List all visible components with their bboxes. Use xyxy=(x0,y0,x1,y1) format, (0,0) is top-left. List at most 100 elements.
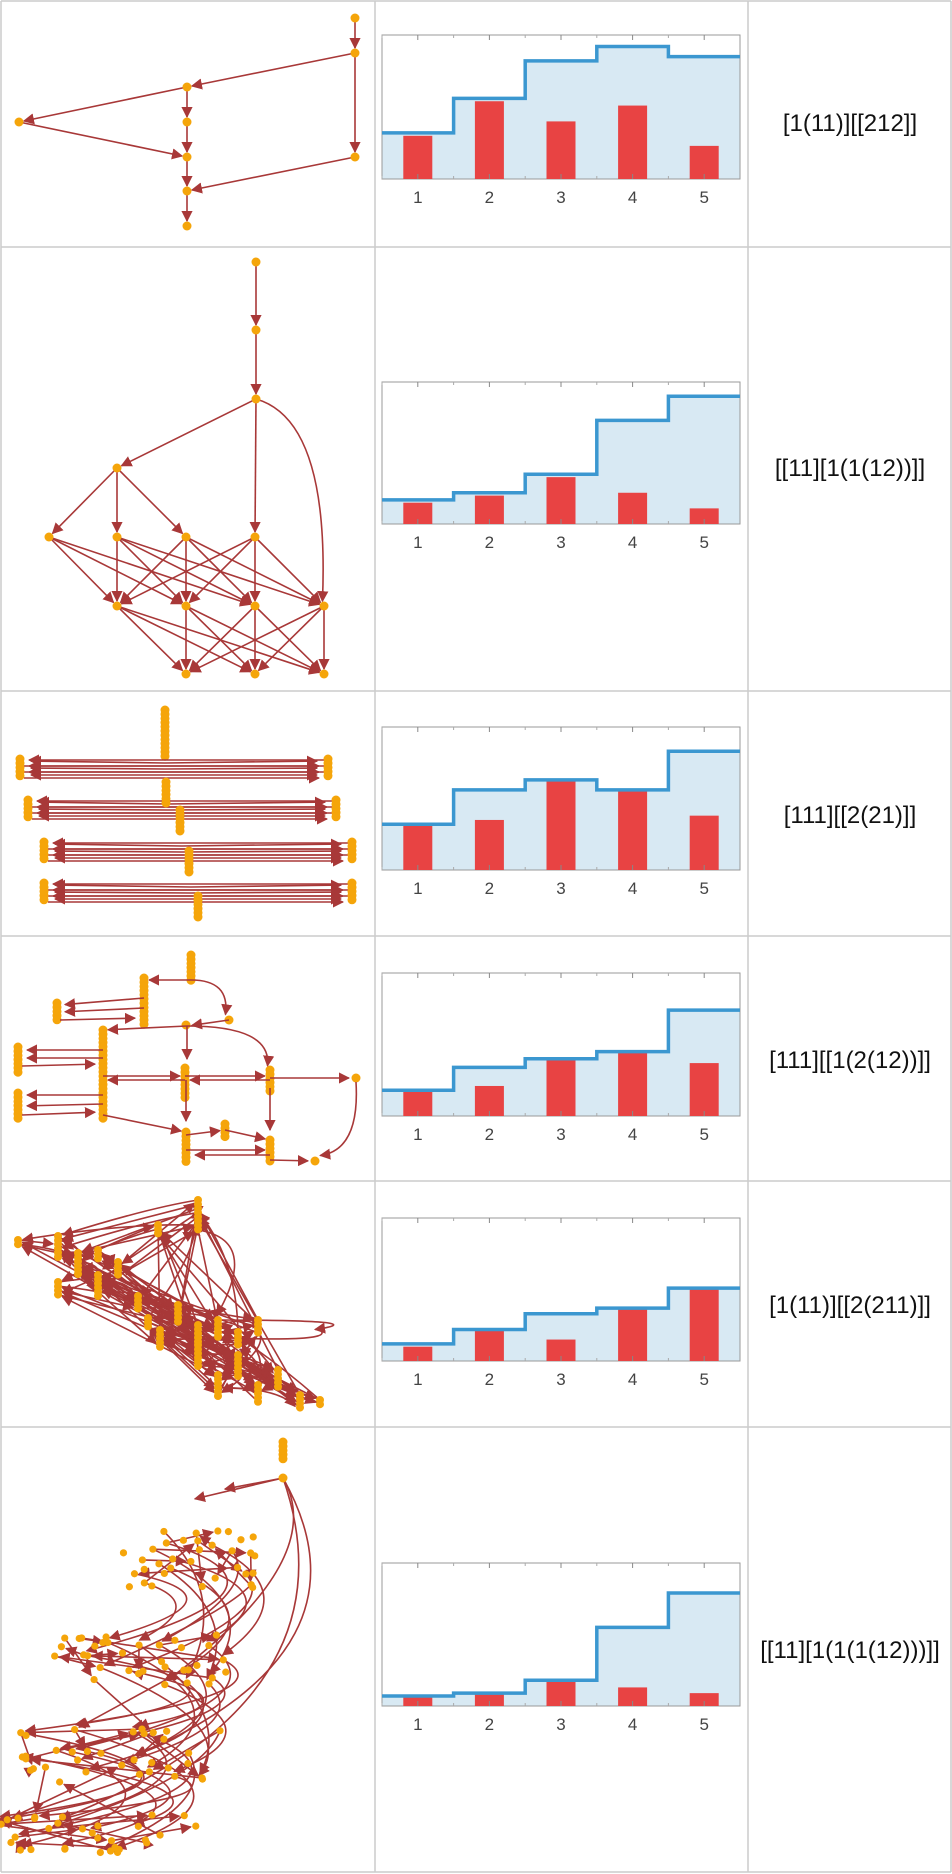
graph-edge xyxy=(57,1285,175,1322)
graph-node xyxy=(78,1634,86,1642)
graph-node xyxy=(61,1634,69,1642)
cumulative-area xyxy=(382,1288,740,1361)
graph-node xyxy=(82,1768,90,1776)
graph-node xyxy=(183,1679,191,1687)
graph-node xyxy=(254,1397,262,1406)
bar-2 xyxy=(474,819,504,870)
graph-edge xyxy=(137,1306,214,1321)
graph-node xyxy=(181,669,191,679)
bar-1 xyxy=(403,502,433,524)
bar-4 xyxy=(618,492,648,524)
graph-node xyxy=(11,1833,19,1841)
causal-graph-3 xyxy=(15,705,357,922)
graph-edge xyxy=(164,755,319,767)
graph-node xyxy=(125,1583,133,1591)
chart-6: 1 2 3 4 5 xyxy=(381,1562,741,1734)
graph-node xyxy=(254,1328,262,1337)
graph-node xyxy=(141,1836,150,1844)
graph-node xyxy=(185,1749,193,1757)
tick-label-2: 2 xyxy=(485,879,494,898)
cumulative-area xyxy=(382,396,740,524)
graph-edge xyxy=(167,803,327,815)
graph-edge xyxy=(97,1278,142,1303)
bar-4 xyxy=(618,1308,648,1361)
bar-5 xyxy=(689,1693,719,1706)
graph-node xyxy=(179,1536,188,1544)
graph-edge xyxy=(87,1648,119,1660)
graph-node xyxy=(88,1829,96,1837)
graph-node xyxy=(118,1761,126,1769)
tick-label-4: 4 xyxy=(628,1125,637,1144)
bar-4 xyxy=(618,1051,648,1116)
chart-3: 1 2 3 4 5 xyxy=(381,726,741,898)
graph-edge xyxy=(143,1543,195,1584)
cumulative-area xyxy=(382,46,740,179)
graph-node xyxy=(351,1073,361,1083)
graph-edge xyxy=(97,1222,155,1251)
graph-edge xyxy=(53,838,183,850)
graph-node xyxy=(222,1668,230,1676)
graph-edge xyxy=(116,536,252,605)
graph-node xyxy=(161,798,171,808)
graph-node xyxy=(350,152,360,162)
graph-node xyxy=(148,1811,156,1819)
graph-node xyxy=(211,1574,219,1582)
graph-node xyxy=(265,1156,275,1166)
graph-node xyxy=(125,1666,133,1675)
graph-node xyxy=(118,1649,127,1657)
chart-1: 1 2 3 4 5 xyxy=(381,34,741,207)
graph-edge xyxy=(190,879,343,891)
graph-edge xyxy=(224,1129,267,1143)
graph-edge xyxy=(185,605,321,673)
graph-edge xyxy=(20,1749,127,1849)
graph-node xyxy=(139,1019,149,1029)
graph-edge xyxy=(166,1528,215,1544)
graph-node xyxy=(169,1555,177,1563)
graph-node xyxy=(112,601,122,611)
graph-edge xyxy=(102,1114,183,1135)
graph-node xyxy=(167,1564,175,1572)
graph-edge xyxy=(254,605,322,672)
graph-node xyxy=(212,1631,221,1639)
graph-node xyxy=(112,532,122,542)
tick-label-1: 1 xyxy=(413,1125,422,1144)
graph-edge xyxy=(74,1728,195,1850)
graph-node xyxy=(233,1563,242,1572)
cumulative-area xyxy=(382,1593,740,1706)
cumulative-step-line xyxy=(382,1591,740,1698)
causal-graph-2 xyxy=(44,257,330,679)
graph-edge xyxy=(249,398,261,534)
graph-node xyxy=(347,854,357,864)
graph-edge xyxy=(106,1023,188,1035)
graph-node xyxy=(347,895,357,905)
graph-edge xyxy=(193,1477,284,1502)
graph-node xyxy=(216,1727,224,1735)
graph-edge xyxy=(10,1771,150,1821)
graph-node xyxy=(144,1322,152,1331)
graph-node xyxy=(7,1838,15,1847)
graph-edge xyxy=(190,1018,230,1030)
graph-node xyxy=(56,1778,64,1786)
graph-node xyxy=(182,221,192,231)
causal-graph-5 xyxy=(14,1196,335,1412)
tick-label-3: 3 xyxy=(556,1125,565,1144)
chart-5: 1 2 3 4 5 xyxy=(381,1217,741,1389)
graph-node xyxy=(0,1820,5,1828)
graph-node xyxy=(156,1342,164,1351)
graph-edge xyxy=(102,1752,196,1851)
graph-node xyxy=(219,1656,227,1664)
graph-edge xyxy=(116,536,321,607)
bar-5 xyxy=(689,1063,719,1116)
graph-node xyxy=(182,117,192,127)
bar-3 xyxy=(546,477,576,524)
rule-labels: [1(11)][[212]] [[11][1(1(12))]] [111][[2… xyxy=(760,110,940,1664)
graph-node xyxy=(96,1663,104,1672)
graph-node xyxy=(193,912,203,922)
graph-node xyxy=(180,1092,190,1102)
graph-node xyxy=(250,669,260,679)
graph-node xyxy=(102,1633,110,1641)
graph-edge xyxy=(37,803,169,815)
graph-node xyxy=(171,1636,179,1644)
graph-node xyxy=(68,1748,76,1756)
graph-node xyxy=(14,117,24,127)
